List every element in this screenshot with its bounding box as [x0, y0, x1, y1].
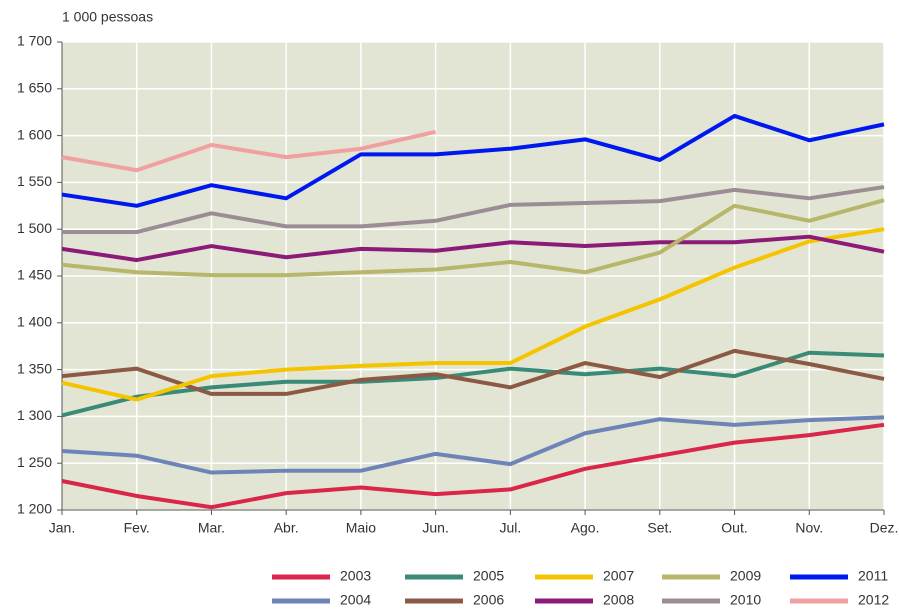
y-tick-label: 1 450 — [17, 267, 52, 283]
y-tick-label: 1 350 — [17, 360, 52, 376]
y-tick-label: 1 700 — [17, 33, 52, 49]
legend-label: 2007 — [603, 568, 634, 584]
series-line — [61, 234, 885, 263]
x-tick-label: Dez. — [870, 520, 899, 536]
x-tick-label: Set. — [647, 520, 672, 536]
series-line — [62, 185, 885, 235]
y-tick-label: 1 500 — [17, 220, 52, 236]
x-tick-label: Ago. — [571, 520, 600, 536]
x-tick-label: Maio — [346, 520, 377, 536]
y-tick-label: 1 600 — [17, 126, 52, 142]
legend-label: 2005 — [473, 568, 504, 584]
x-tick-label: Jul. — [499, 520, 521, 536]
x-tick-label: Abr. — [274, 520, 299, 536]
y-axis-title: 1 000 pessoas — [62, 9, 153, 25]
x-tick-label: Jan. — [49, 520, 75, 536]
legend-label: 2003 — [340, 568, 371, 584]
legend-label: 2009 — [730, 568, 761, 584]
series-line — [61, 348, 885, 396]
y-tick-label: 1 650 — [17, 80, 52, 96]
legend-label: 2004 — [340, 592, 371, 608]
series-line — [61, 198, 885, 278]
y-tick-label: 1 550 — [17, 173, 52, 189]
legend-label: 2010 — [730, 592, 761, 608]
series-line — [61, 422, 885, 510]
legend-label: 2008 — [603, 592, 634, 608]
x-tick-label: Jun. — [422, 520, 448, 536]
x-tick-label: Out. — [721, 520, 747, 536]
x-tick-label: Fev. — [124, 520, 150, 536]
series-line — [61, 113, 885, 208]
x-tick-label: Nov. — [795, 520, 823, 536]
x-tick-label: Mar. — [198, 520, 225, 536]
legend-label: 2006 — [473, 592, 504, 608]
series-line — [61, 129, 437, 173]
legend-label: 2011 — [858, 568, 888, 584]
y-tick-label: 1 400 — [17, 314, 52, 330]
legend-label: 2012 — [858, 592, 889, 608]
series-line — [61, 415, 885, 475]
y-tick-label: 1 200 — [17, 501, 52, 517]
series-line — [61, 227, 885, 402]
y-tick-label: 1 250 — [17, 454, 52, 470]
y-tick-label: 1 300 — [17, 407, 52, 423]
